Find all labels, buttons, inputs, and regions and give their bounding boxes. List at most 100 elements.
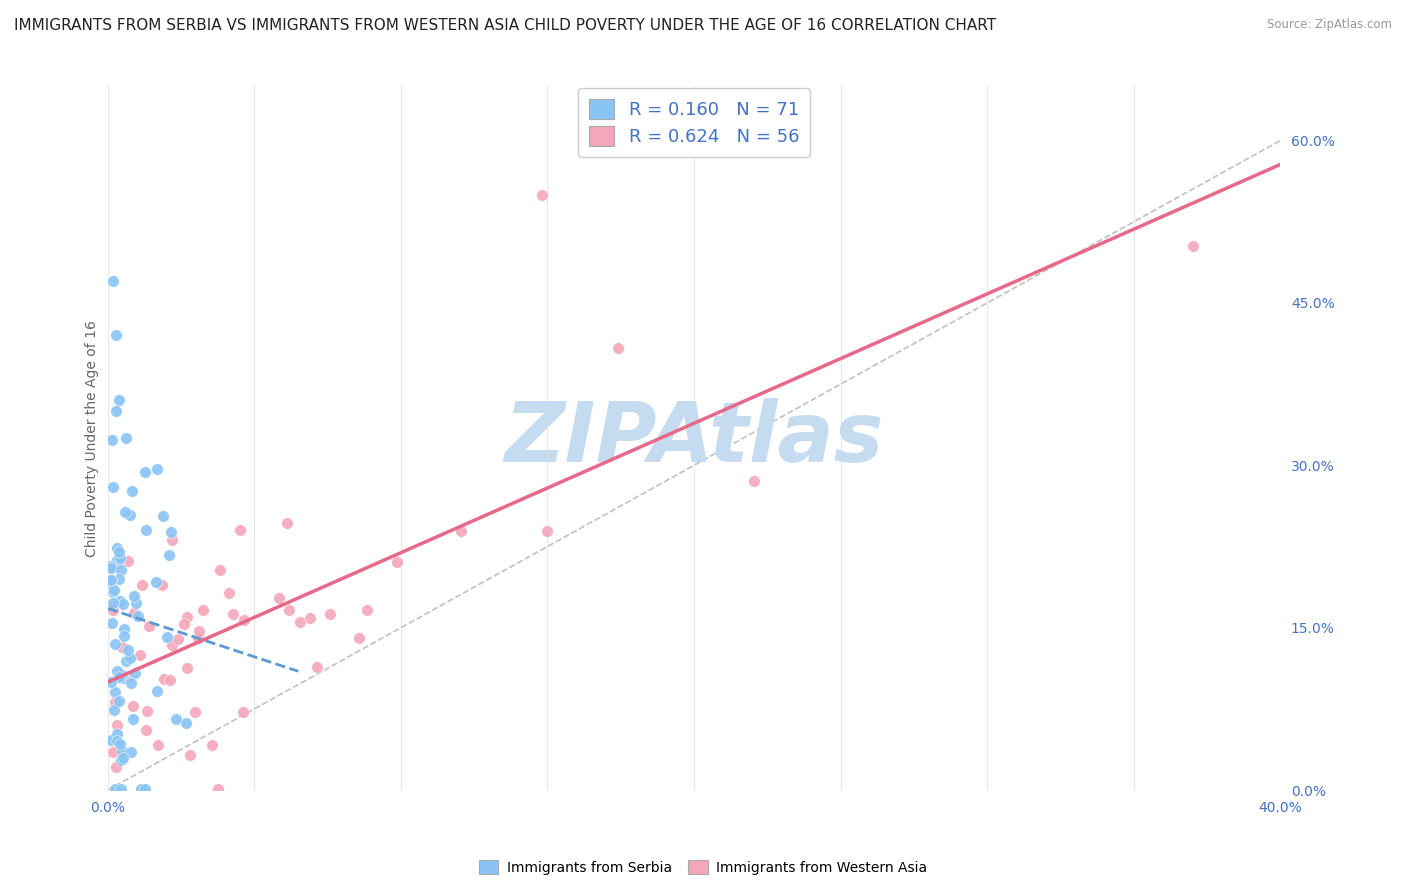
Point xyxy=(101,603,124,617)
Point xyxy=(105,404,128,418)
Point xyxy=(129,782,152,797)
Point xyxy=(101,480,124,494)
Point xyxy=(229,523,252,537)
Point xyxy=(305,660,328,674)
Text: ZIPAtlas: ZIPAtlas xyxy=(505,398,884,479)
Point xyxy=(117,554,139,568)
Point xyxy=(104,684,127,698)
Point xyxy=(146,683,169,698)
Point xyxy=(104,637,127,651)
Point xyxy=(111,668,134,682)
Point xyxy=(160,524,183,539)
Point xyxy=(105,734,128,748)
Point xyxy=(222,607,245,622)
Point xyxy=(107,572,129,586)
Point xyxy=(111,640,134,654)
Point xyxy=(125,596,148,610)
Point xyxy=(124,606,146,620)
Point xyxy=(299,611,322,625)
Point xyxy=(607,341,630,355)
Point xyxy=(107,718,129,732)
Point xyxy=(117,669,139,683)
Point xyxy=(107,556,129,570)
Point xyxy=(110,668,132,682)
Point xyxy=(104,695,127,709)
Point xyxy=(290,615,312,629)
Point xyxy=(115,654,138,668)
Point xyxy=(108,694,131,708)
Point xyxy=(127,609,149,624)
Point xyxy=(100,574,122,588)
Point xyxy=(179,747,201,762)
Point xyxy=(120,676,142,690)
Point xyxy=(232,705,254,719)
Point xyxy=(153,673,176,687)
Point xyxy=(100,573,122,587)
Point xyxy=(128,648,150,662)
Y-axis label: Child Poverty Under the Age of 16: Child Poverty Under the Age of 16 xyxy=(86,320,100,557)
Point xyxy=(120,745,142,759)
Point xyxy=(150,578,173,592)
Point xyxy=(101,596,124,610)
Point xyxy=(145,574,167,589)
Point xyxy=(107,553,129,567)
Point xyxy=(110,753,132,767)
Point xyxy=(146,462,169,476)
Point xyxy=(218,586,240,600)
Text: Source: ZipAtlas.com: Source: ZipAtlas.com xyxy=(1267,18,1392,31)
Point xyxy=(100,575,122,590)
Point xyxy=(276,516,298,531)
Point xyxy=(105,541,128,556)
Point xyxy=(356,603,378,617)
Point xyxy=(101,585,124,599)
Point xyxy=(105,727,128,741)
Point xyxy=(120,508,142,522)
Point xyxy=(176,660,198,674)
Point xyxy=(173,617,195,632)
Point xyxy=(100,559,122,574)
Point xyxy=(165,712,187,726)
Point xyxy=(148,738,170,752)
Point xyxy=(232,613,254,627)
Point xyxy=(136,704,159,718)
Point xyxy=(319,607,342,622)
Point xyxy=(207,782,229,797)
Point xyxy=(111,666,134,681)
Point xyxy=(188,624,211,638)
Point xyxy=(160,638,183,652)
Point xyxy=(1181,239,1204,253)
Point xyxy=(176,610,198,624)
Point xyxy=(101,433,124,447)
Point xyxy=(134,782,156,797)
Point xyxy=(200,738,222,752)
Point xyxy=(193,603,215,617)
Point xyxy=(111,597,134,611)
Point xyxy=(105,760,128,774)
Point xyxy=(100,616,122,631)
Point xyxy=(117,642,139,657)
Point xyxy=(135,723,157,738)
Point xyxy=(101,745,124,759)
Point xyxy=(536,524,558,538)
Point xyxy=(105,328,128,343)
Point xyxy=(450,524,472,538)
Point xyxy=(183,705,205,719)
Point xyxy=(110,737,132,751)
Point xyxy=(530,187,553,202)
Point xyxy=(131,577,153,591)
Point xyxy=(152,509,174,524)
Point xyxy=(122,712,145,726)
Point xyxy=(108,593,131,607)
Point xyxy=(111,744,134,758)
Point xyxy=(187,632,209,646)
Point xyxy=(114,505,136,519)
Point xyxy=(104,782,127,797)
Point xyxy=(138,619,160,633)
Point xyxy=(111,672,134,686)
Point xyxy=(160,533,183,548)
Point xyxy=(112,622,135,636)
Point xyxy=(159,673,181,687)
Point xyxy=(107,545,129,559)
Point xyxy=(134,465,156,479)
Point xyxy=(108,670,131,684)
